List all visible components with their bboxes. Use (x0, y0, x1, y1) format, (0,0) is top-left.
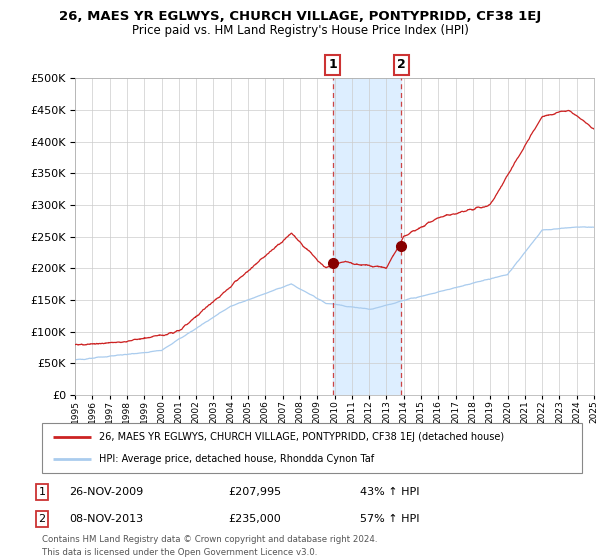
Text: 2: 2 (397, 58, 406, 72)
Text: 26, MAES YR EGLWYS, CHURCH VILLAGE, PONTYPRIDD, CF38 1EJ (detached house): 26, MAES YR EGLWYS, CHURCH VILLAGE, PONT… (98, 432, 504, 442)
Text: Contains HM Land Registry data © Crown copyright and database right 2024.
This d: Contains HM Land Registry data © Crown c… (42, 535, 377, 557)
Text: 43% ↑ HPI: 43% ↑ HPI (360, 487, 419, 497)
Text: Price paid vs. HM Land Registry's House Price Index (HPI): Price paid vs. HM Land Registry's House … (131, 24, 469, 36)
Text: £207,995: £207,995 (228, 487, 281, 497)
Text: 1: 1 (38, 487, 46, 497)
Text: 26-NOV-2009: 26-NOV-2009 (69, 487, 143, 497)
FancyBboxPatch shape (42, 423, 582, 473)
Text: HPI: Average price, detached house, Rhondda Cynon Taf: HPI: Average price, detached house, Rhon… (98, 454, 374, 464)
Text: 08-NOV-2013: 08-NOV-2013 (69, 514, 143, 524)
Text: 26, MAES YR EGLWYS, CHURCH VILLAGE, PONTYPRIDD, CF38 1EJ: 26, MAES YR EGLWYS, CHURCH VILLAGE, PONT… (59, 10, 541, 23)
Text: £235,000: £235,000 (228, 514, 281, 524)
Text: 57% ↑ HPI: 57% ↑ HPI (360, 514, 419, 524)
Text: 1: 1 (328, 58, 337, 72)
Text: 2: 2 (38, 514, 46, 524)
Bar (333, 78, 401, 395)
